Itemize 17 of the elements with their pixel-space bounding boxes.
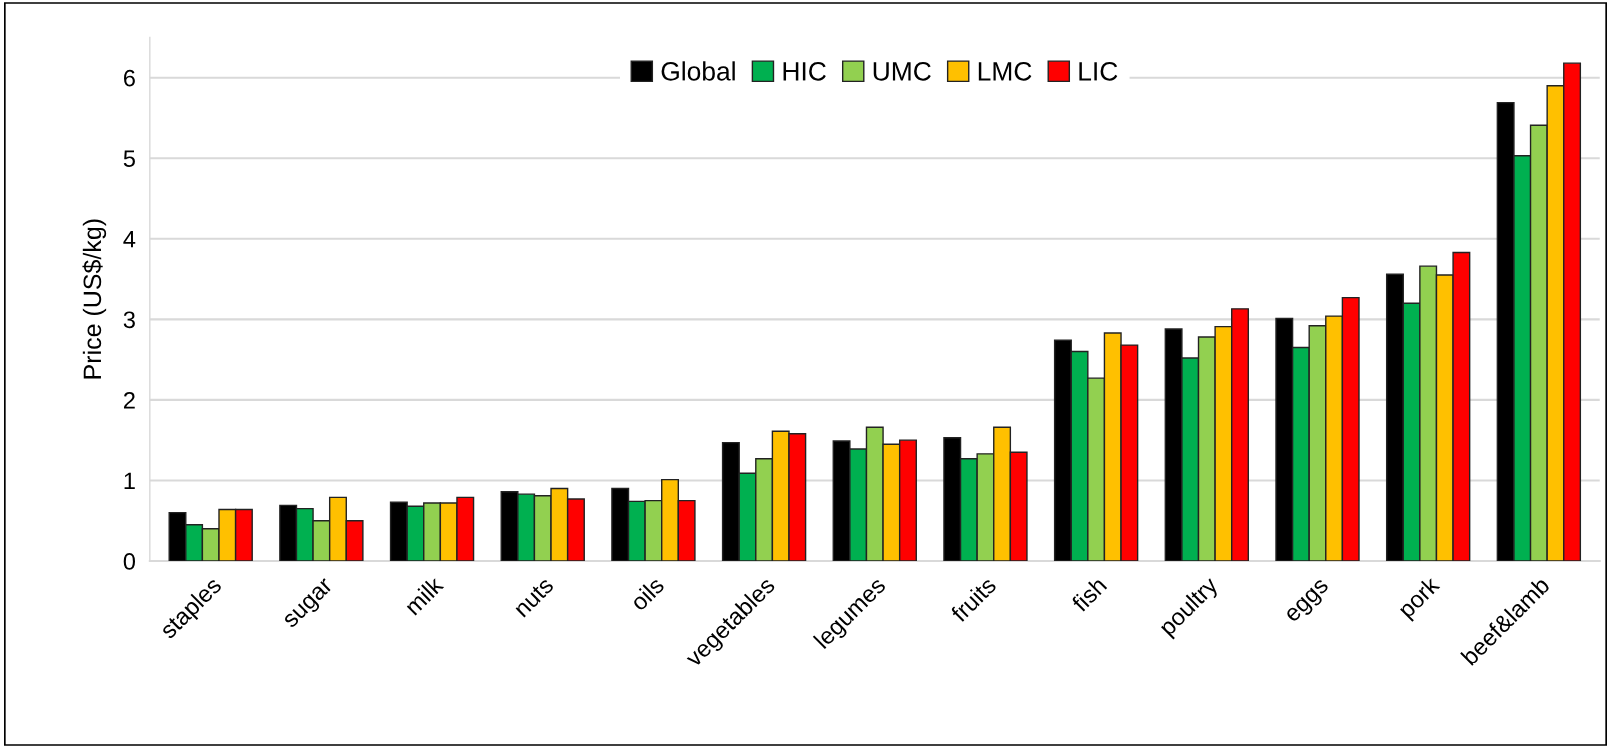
legend-label: HIC xyxy=(783,61,826,81)
x-tick-label: fish xyxy=(1070,575,1108,613)
x-tick-label: nuts xyxy=(513,576,555,618)
y-axis-title: Price (US$/kg) xyxy=(82,219,107,379)
y-tick-label: 4 xyxy=(123,231,136,248)
y-tick-label: 2 xyxy=(123,391,135,409)
x-tick-label: milk xyxy=(403,574,445,616)
x-tick-label: oils xyxy=(629,575,666,612)
y-tick-label: 0 xyxy=(123,553,136,570)
legend-label: LMC xyxy=(978,61,1032,81)
legend-label: Global xyxy=(661,61,735,81)
y-tick-label: 3 xyxy=(123,311,135,329)
legend-label: UMC xyxy=(873,61,931,81)
y-tick-label: 5 xyxy=(123,150,135,168)
y-tick-label: 1 xyxy=(124,472,135,489)
y-tick-label: 6 xyxy=(124,69,135,87)
legend-label: LIC xyxy=(1079,61,1118,81)
